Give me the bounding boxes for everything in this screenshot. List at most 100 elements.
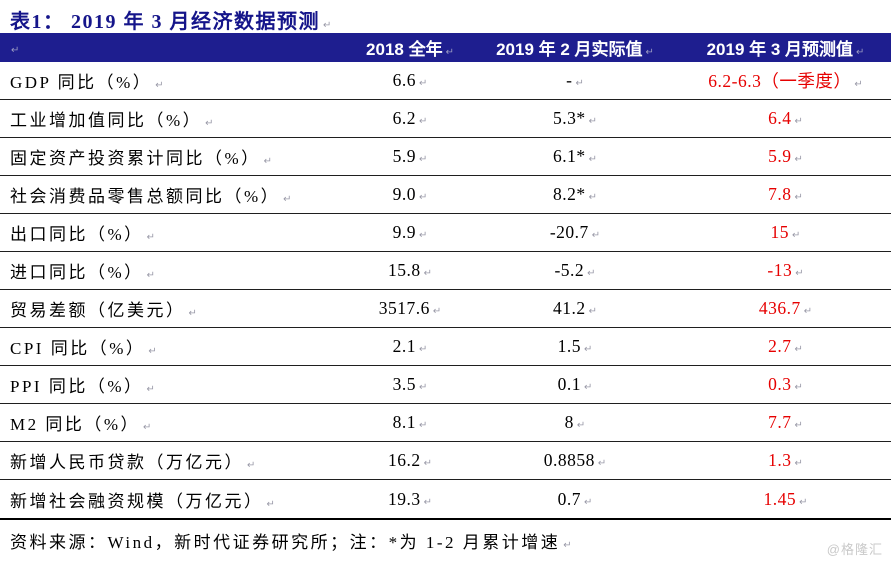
cell-text: 16.2 [387,450,421,470]
table-body: GDP 同比（%） ↵ 6.6 ↵ - ↵ 6.2-6.3（一季度） ↵ 工业增加值同比（%） ↵… [0,62,891,520]
cell-text: 1.3 [768,450,792,470]
header-cell-feb-2019: 2019 年 2 月实际值 ↵ [470,35,680,60]
value-feb-2019: 6.1* ↵ [470,146,680,167]
header-cell-mar-2019-forecast: 2019 年 3 月预测值 ↵ [680,35,891,60]
paragraph-mark-icon: ↵ [794,344,803,355]
row-label: 出口同比（%） ↵ [0,220,350,245]
row-label: GDP 同比（%） ↵ [0,68,350,93]
value-feb-2019: 0.8858 ↵ [470,450,680,471]
table-row: 固定资产投资累计同比（%） ↵ 5.9 ↵ 6.1* ↵ 5.9 ↵ [0,138,891,176]
paragraph-mark-icon: ↵ [188,308,197,319]
paragraph-mark-icon: ↵ [323,20,332,31]
cell-text: 进口同比（%） [10,263,144,282]
paragraph-mark-icon: ↵ [645,47,654,58]
value-2018: 6.2 ↵ [350,108,470,129]
cell-text: 19.3 [387,488,421,509]
watermark-gelonghui: @格隆汇 [826,542,883,557]
paragraph-mark-icon: ↵ [205,118,214,129]
paragraph-mark-icon: ↵ [792,230,801,241]
paragraph-mark-icon: ↵ [588,306,597,317]
paragraph-mark-icon: ↵ [445,47,454,58]
cell-text: 41.2 [552,298,586,318]
value-mar-2019-forecast: 5.9 ↵ [680,146,891,167]
row-label: CPI 同比（%） ↵ [0,334,350,359]
paragraph-mark-icon: ↵ [587,268,596,279]
cell-text: 工业增加值同比（%） [10,111,203,130]
cell-text: 6.1* [552,146,586,166]
table-row: M2 同比（%） ↵ 8.1 ↵ 8 ↵ 7.7 ↵ [0,404,891,442]
paragraph-mark-icon: ↵ [588,192,597,203]
paragraph-mark-icon: ↵ [155,80,164,91]
row-label: 固定资产投资累计同比（%） ↵ [0,144,350,169]
table-header-row: ↵ 2018 全年 ↵ 2019 年 2 月实际值 ↵ 2019 年 3 月预测值 ↵ [0,33,891,62]
cell-text: 0.1 [557,374,581,394]
value-2018: 6.6 ↵ [350,70,470,91]
paragraph-mark-icon: ↵ [247,460,256,471]
paragraph-mark-icon: ↵ [11,44,20,56]
paragraph-mark-icon: ↵ [794,192,803,203]
value-2018: 3517.6 ↵ [350,298,470,319]
value-2018: 15.8 ↵ [350,260,470,281]
source-note-text: 资料来源：Wind，新时代证券研究所；注：*为 1-2 月累计增速 [10,533,561,552]
value-mar-2019-forecast: 2.7 ↵ [680,336,891,357]
table-row: 社会消费品零售总额同比（%） ↵ 9.0 ↵ 8.2* ↵ 7.8 ↵ [0,176,891,214]
value-feb-2019: 0.7 ↵ [470,489,680,510]
row-label: M2 同比（%） ↵ [0,410,350,435]
paragraph-mark-icon: ↵ [283,194,292,205]
cell-text: - [566,70,573,90]
value-2018: 2.1 ↵ [350,336,470,357]
paragraph-mark-icon: ↵ [148,346,157,357]
value-2018: 9.9 ↵ [350,222,470,243]
paragraph-mark-icon: ↵ [799,496,808,508]
header-text: 2019 年 3 月预测值 [706,40,854,59]
paragraph-mark-icon: ↵ [418,230,428,241]
cell-text: 3.5 [392,374,416,394]
cell-text: -13 [767,260,793,280]
paragraph-mark-icon: ↵ [591,230,601,241]
cell-text: -5.2 [554,260,585,280]
paragraph-mark-icon: ↵ [563,540,572,551]
value-mar-2019-forecast: 0.3 ↵ [680,374,891,395]
value-feb-2019: 1.5 ↵ [470,336,680,357]
value-mar-2019-forecast: 6.2-6.3（一季度） ↵ [680,68,891,93]
cell-text: 9.0 [392,184,416,204]
paragraph-mark-icon: ↵ [143,422,152,433]
paragraph-mark-icon: ↵ [432,306,442,317]
cell-text: 固定资产投资累计同比（%） [10,149,261,168]
header-text: 2019 年 2 月实际值 [496,40,643,59]
cell-text: GDP 同比（%） [10,73,153,92]
row-label: 新增社会融资规模（万亿元） ↵ [0,487,350,512]
cell-text: 贸易差额（亿美元） [10,301,186,320]
value-feb-2019: 8 ↵ [470,412,680,433]
paragraph-mark-icon: ↵ [795,268,804,279]
row-label: 新增人民币贷款（万亿元） ↵ [0,448,350,473]
value-feb-2019: 8.2* ↵ [470,184,680,205]
value-2018: 19.3 ↵ [350,489,470,510]
cell-text: 15.8 [387,260,421,280]
paragraph-mark-icon: ↵ [583,382,593,393]
paragraph-mark-icon: ↵ [597,458,607,469]
value-2018: 3.5 ↵ [350,374,470,395]
paragraph-mark-icon: ↵ [418,382,428,393]
cell-text: 5.9 [392,146,416,166]
cell-text: 2.7 [768,336,792,356]
cell-text: 15 [770,222,790,242]
table-row: 新增社会融资规模（万亿元） ↵ 19.3 ↵ 0.7 ↵ 1.45 ↵ [0,480,891,518]
row-label: 进口同比（%） ↵ [0,258,350,283]
cell-text: 1.5 [557,336,581,356]
cell-text: 0.7 [557,488,581,509]
header-cell-2018: 2018 全年 ↵ [350,35,470,60]
cell-text: 6.2 [392,108,416,128]
cell-text: 6.4 [768,108,792,128]
table-title: 表1： 2019 年 3 月经济数据预测 ↵ [10,5,331,34]
paragraph-mark-icon: ↵ [146,384,155,395]
cell-text: 0.3 [768,374,792,394]
cell-text: 7.7 [768,412,792,432]
cell-text: 6.6 [392,70,416,90]
value-mar-2019-forecast: 1.3 ↵ [680,450,891,471]
row-label: 工业增加值同比（%） ↵ [0,106,350,131]
table-row: CPI 同比（%） ↵ 2.1 ↵ 1.5 ↵ 2.7 ↵ [0,328,891,366]
paragraph-mark-icon: ↵ [418,78,428,89]
value-feb-2019: 5.3* ↵ [470,108,680,129]
